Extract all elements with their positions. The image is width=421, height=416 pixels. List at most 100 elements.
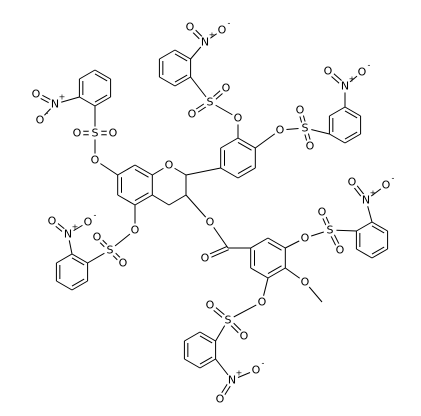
atom-label: N — [64, 228, 72, 241]
label-bg — [293, 103, 307, 117]
bond — [94, 96, 111, 107]
bond — [56, 280, 73, 291]
bond — [79, 96, 96, 107]
bond — [71, 257, 85, 266]
bond — [134, 194, 153, 206]
label-bg — [203, 298, 217, 312]
bond — [79, 69, 96, 80]
bond — [250, 267, 269, 279]
atom-label: S — [207, 96, 214, 109]
atom-label: O — [201, 252, 210, 265]
charge: - — [392, 174, 395, 183]
bond — [168, 194, 187, 206]
label-bg — [225, 373, 239, 387]
atom-label: N — [362, 194, 370, 207]
bond — [199, 335, 213, 344]
bond — [237, 137, 256, 149]
bond — [356, 221, 373, 232]
atom-label: S — [302, 122, 309, 135]
charge: + — [59, 93, 66, 102]
bond — [371, 248, 388, 259]
bond — [344, 131, 358, 140]
label-bg — [321, 64, 335, 78]
atom-label: N — [51, 98, 59, 111]
atom-label: O — [318, 206, 327, 219]
label-bg — [70, 126, 84, 140]
atom-label: N — [201, 36, 209, 49]
label-bg — [338, 79, 352, 93]
label-bg — [45, 214, 59, 228]
atom-label: S — [107, 244, 114, 257]
bond — [94, 94, 108, 103]
label-bg — [61, 227, 75, 241]
label-bg — [103, 243, 117, 257]
label-bg — [162, 158, 176, 172]
atom-label: O — [165, 159, 174, 172]
atom-label: O — [222, 82, 231, 95]
bond — [71, 253, 88, 264]
atom-label: O — [84, 216, 93, 229]
atom-label: O — [206, 216, 215, 229]
label-bg — [48, 97, 62, 111]
label-bg — [81, 215, 95, 229]
bond — [250, 237, 269, 249]
label-bg — [128, 223, 142, 237]
bond — [199, 356, 213, 365]
label-bg — [298, 231, 312, 245]
atom-label: O — [119, 257, 128, 270]
atom-label: O — [186, 21, 195, 34]
bond — [329, 133, 346, 144]
bond — [174, 49, 191, 60]
label-bg — [249, 363, 263, 377]
atom-label: S — [327, 224, 334, 237]
bond — [152, 194, 170, 206]
atom-label: N — [228, 374, 236, 387]
label-bg — [315, 205, 329, 219]
bond — [344, 106, 361, 117]
atom-label: O — [131, 224, 140, 237]
atom-label: N — [341, 80, 349, 93]
label-bg — [106, 126, 120, 140]
label-bg — [323, 223, 337, 237]
charge: - — [368, 61, 371, 70]
bond — [356, 248, 373, 259]
atom-label: O — [218, 24, 227, 37]
atom-label: O — [336, 244, 345, 257]
bond — [371, 225, 385, 234]
bond — [184, 358, 201, 369]
label-bg — [298, 275, 312, 289]
label-bg — [333, 243, 347, 257]
atom-label: O — [91, 154, 100, 167]
bond — [94, 73, 108, 82]
charge: + — [349, 75, 356, 84]
label-bg — [273, 123, 287, 137]
label-bg — [33, 113, 47, 127]
label-bg — [237, 329, 251, 343]
charge: + — [72, 223, 79, 232]
label-bg — [215, 23, 229, 37]
bond — [237, 141, 252, 151]
label-bg — [298, 121, 312, 135]
atom-label: O — [348, 176, 357, 189]
label-bg — [219, 81, 233, 95]
atom-label: S — [225, 314, 232, 327]
atom-label: O — [234, 112, 243, 125]
bond — [237, 167, 256, 179]
atom-label: O — [301, 276, 310, 289]
atom-label: O — [296, 104, 305, 117]
bond — [199, 358, 216, 369]
atom-label: O — [216, 393, 225, 406]
bond — [117, 164, 136, 176]
label-bg — [213, 392, 227, 406]
label-bg — [116, 256, 130, 270]
bond — [174, 74, 188, 83]
bond — [267, 267, 286, 279]
bond — [174, 53, 188, 62]
charge: + — [236, 369, 243, 378]
bond — [267, 237, 286, 249]
atom-label: O — [32, 88, 41, 101]
bond — [71, 280, 88, 291]
label-bg — [183, 20, 197, 34]
charge: - — [94, 211, 97, 220]
